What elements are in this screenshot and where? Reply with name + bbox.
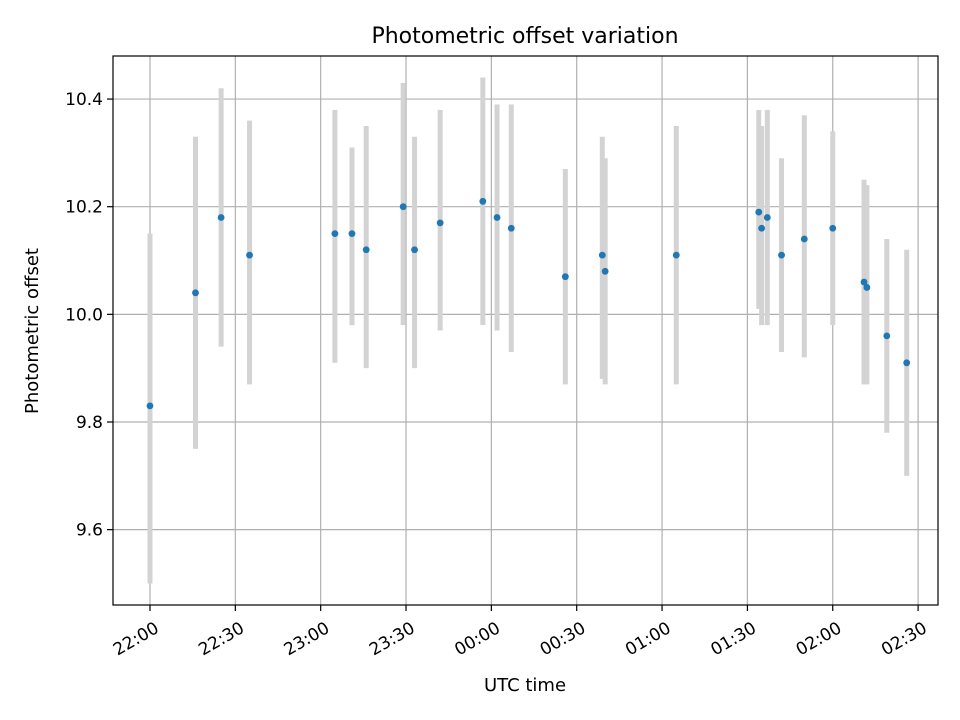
x-tick-label: 00:30 [537,618,589,660]
data-point [903,359,911,367]
y-axis-label: Photometric offset [22,248,43,414]
data-point [778,251,785,259]
data-point [561,273,569,281]
x-tick-label: 01:00 [622,618,674,660]
y-tick-label: 10.2 [65,198,103,218]
data-point [192,289,199,297]
data-point [331,230,339,238]
y-tick-label: 10.4 [65,90,103,110]
grid-lines [113,56,938,605]
y-tick-label: 9.8 [76,413,103,433]
x-tick-label: 23:30 [366,618,418,660]
data-point [829,224,837,232]
data-point [362,246,370,254]
data-point [758,224,766,232]
data-point [479,197,487,205]
y-tick-label: 10.0 [65,305,103,325]
x-tick-label: 02:30 [878,618,930,660]
data-point [217,214,225,221]
data-point [883,332,891,340]
data-point [493,214,501,221]
x-tick-label: 22:00 [110,618,162,660]
data-points [146,197,911,410]
y-axis-ticks: 9.6 9.8 10.0 10.2 10.4 [65,90,113,541]
x-tick-label: 22:30 [195,618,247,660]
x-axis-ticks: 22:00 22:30 23:00 23:30 00:00 00:30 01:00 01:30… [110,605,931,660]
data-point [755,208,763,216]
data-point [598,251,606,259]
data-point [436,219,444,227]
data-point [507,224,515,232]
x-tick-label: 23:00 [281,618,333,660]
data-point [800,235,808,243]
data-point [348,230,356,238]
data-point [399,203,407,211]
error-bars [147,77,910,584]
data-point [763,214,771,221]
chart-title: Photometric offset variation [371,24,678,49]
x-tick-label: 01:30 [707,618,759,660]
data-point [672,251,680,259]
x-tick-label: 00:00 [451,618,503,660]
data-point [860,278,868,286]
data-point [146,402,154,410]
data-point [601,267,609,275]
data-point [411,246,418,254]
plot-frame [112,55,939,606]
x-tick-label: 02:00 [793,618,845,660]
data-point [246,251,253,259]
y-tick-label: 9.6 [76,521,103,541]
data-point [863,284,871,291]
x-axis-label: UTC time [484,675,566,696]
